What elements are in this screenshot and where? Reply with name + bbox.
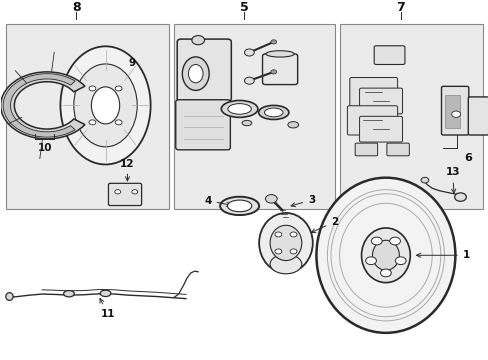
Bar — [5, 24, 168, 210]
Ellipse shape — [258, 105, 288, 120]
Ellipse shape — [265, 51, 294, 57]
Circle shape — [370, 237, 381, 245]
Ellipse shape — [242, 120, 251, 126]
Circle shape — [451, 111, 460, 117]
Circle shape — [274, 249, 281, 254]
Wedge shape — [0, 72, 85, 139]
Wedge shape — [3, 74, 75, 137]
Ellipse shape — [259, 213, 312, 273]
Ellipse shape — [269, 255, 301, 274]
FancyBboxPatch shape — [175, 100, 230, 150]
Circle shape — [454, 193, 466, 201]
FancyBboxPatch shape — [349, 77, 397, 107]
FancyBboxPatch shape — [108, 183, 142, 206]
Ellipse shape — [220, 197, 259, 215]
Bar — [339, 24, 483, 210]
Ellipse shape — [227, 200, 251, 212]
Text: 10: 10 — [37, 143, 52, 153]
Ellipse shape — [264, 108, 283, 117]
Ellipse shape — [91, 87, 120, 124]
Bar — [173, 24, 334, 210]
Circle shape — [115, 120, 122, 125]
Ellipse shape — [61, 46, 150, 165]
Circle shape — [420, 177, 428, 183]
FancyBboxPatch shape — [177, 39, 231, 101]
Ellipse shape — [6, 293, 13, 300]
Circle shape — [244, 77, 254, 84]
Text: 1: 1 — [416, 250, 469, 260]
Circle shape — [289, 249, 296, 254]
Ellipse shape — [227, 104, 251, 114]
Bar — [445, 95, 459, 128]
Ellipse shape — [74, 64, 137, 147]
Ellipse shape — [221, 100, 257, 117]
Ellipse shape — [188, 64, 203, 83]
Text: 7: 7 — [395, 1, 404, 14]
Ellipse shape — [287, 122, 298, 128]
Circle shape — [274, 232, 281, 237]
Text: 9: 9 — [122, 58, 136, 77]
Circle shape — [115, 86, 122, 91]
Circle shape — [244, 49, 254, 56]
FancyBboxPatch shape — [468, 97, 488, 135]
Ellipse shape — [269, 225, 301, 261]
Text: 13: 13 — [445, 167, 459, 193]
Circle shape — [389, 237, 400, 245]
Text: 4: 4 — [204, 195, 230, 206]
Circle shape — [395, 257, 405, 265]
FancyBboxPatch shape — [359, 116, 402, 142]
Text: 2: 2 — [311, 217, 338, 233]
Circle shape — [89, 86, 96, 91]
Circle shape — [289, 232, 296, 237]
FancyBboxPatch shape — [386, 143, 408, 156]
Text: 12: 12 — [120, 158, 135, 181]
Circle shape — [270, 40, 276, 44]
Circle shape — [265, 195, 277, 203]
Text: 6: 6 — [463, 153, 471, 163]
Text: 11: 11 — [100, 298, 115, 319]
Ellipse shape — [182, 57, 209, 90]
Circle shape — [115, 190, 121, 194]
FancyBboxPatch shape — [346, 106, 397, 135]
Circle shape — [270, 70, 276, 74]
FancyBboxPatch shape — [359, 88, 402, 114]
Circle shape — [132, 190, 138, 194]
Circle shape — [89, 120, 96, 125]
Text: 8: 8 — [72, 1, 81, 14]
FancyBboxPatch shape — [262, 54, 297, 85]
Ellipse shape — [372, 240, 399, 270]
Text: 5: 5 — [240, 1, 248, 14]
Circle shape — [365, 257, 376, 265]
Ellipse shape — [361, 228, 409, 283]
Circle shape — [191, 36, 204, 45]
FancyBboxPatch shape — [441, 86, 468, 135]
Ellipse shape — [63, 291, 74, 297]
FancyBboxPatch shape — [373, 46, 404, 64]
Text: 3: 3 — [290, 195, 315, 207]
Circle shape — [380, 269, 390, 277]
Ellipse shape — [100, 290, 111, 297]
FancyBboxPatch shape — [354, 143, 377, 156]
Ellipse shape — [316, 178, 454, 333]
